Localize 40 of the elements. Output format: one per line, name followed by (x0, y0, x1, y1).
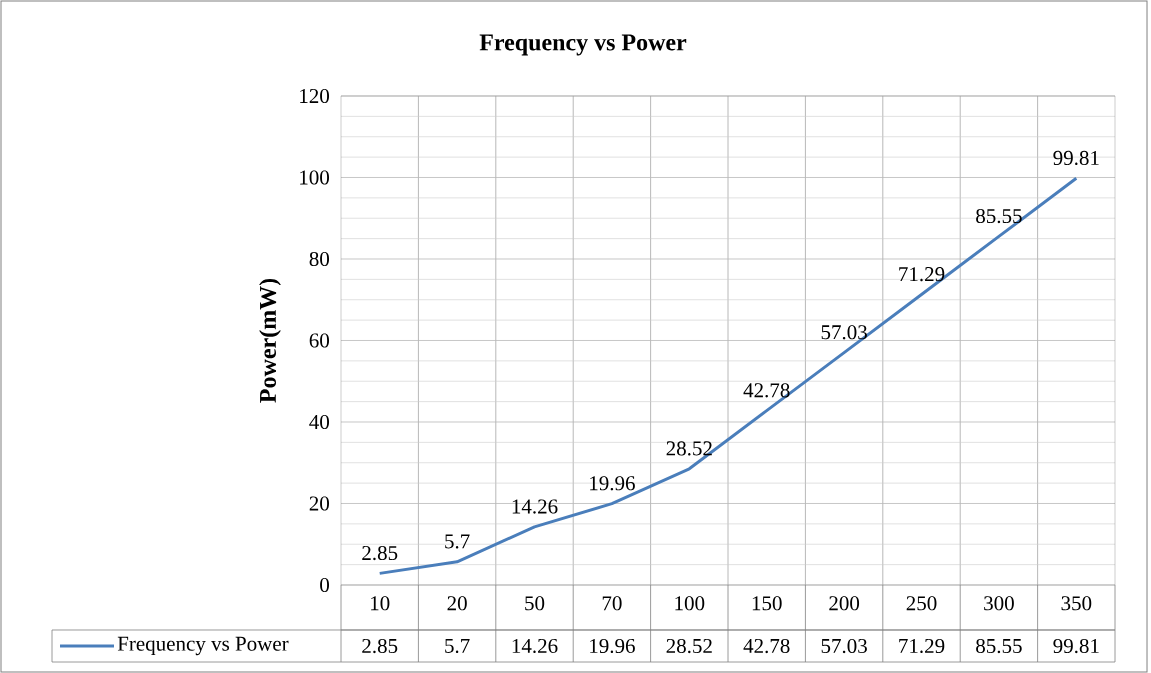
data-label: 71.29 (899, 638, 945, 654)
y-tick-label: 120 (300, 88, 330, 104)
text: 2.85 (362, 545, 398, 561)
x-tick-label: 100 (675, 596, 705, 611)
y-tick-label: 40 (309, 414, 330, 430)
data-label: 19.96 (590, 638, 635, 654)
y-tick-label: 60 (309, 333, 330, 348)
y-tick-label: 100 (300, 170, 330, 185)
data-label: 57.03 (821, 638, 867, 654)
text: 42.78 (743, 383, 790, 398)
text: 14.26 (512, 499, 558, 514)
legend-label: Frequency vs Power (117, 636, 289, 656)
x-tick-label: 10 (371, 596, 390, 611)
x-tick-label: 20 (447, 596, 467, 611)
text: 85.55 (976, 208, 1022, 224)
chart-title: Frequency vs Power (479, 34, 687, 56)
x-tick-label: 70 (602, 596, 622, 611)
text: 28.52 (666, 441, 712, 456)
text: 71.29 (899, 267, 945, 282)
x-tick-label: 150 (752, 596, 782, 611)
x-tick-label: 50 (525, 596, 545, 611)
text: 57.03 (821, 325, 867, 340)
y-tick-label: 80 (309, 251, 330, 267)
data-label: 42.78 (743, 638, 790, 654)
text: 5.7 (445, 534, 470, 549)
data-label: 14.26 (512, 638, 558, 654)
x-tick-label: 200 (829, 596, 860, 611)
y-axis-title: Power(mW) (259, 278, 281, 403)
x-tick-label: 250 (906, 596, 937, 611)
y-tick-label: 0 (320, 577, 330, 593)
x-tick-label: 350 (1061, 596, 1092, 611)
text: 19.96 (590, 476, 635, 491)
data-label: 2.85 (362, 638, 398, 654)
data-label: 28.52 (666, 638, 712, 654)
data-label: 5.7 (445, 638, 470, 654)
text: 99.81 (1053, 150, 1099, 166)
data-label: 99.81 (1053, 638, 1099, 654)
y-tick-label: 20 (309, 496, 330, 511)
data-label: 85.55 (976, 638, 1022, 654)
x-tick-label: 300 (984, 596, 1014, 611)
